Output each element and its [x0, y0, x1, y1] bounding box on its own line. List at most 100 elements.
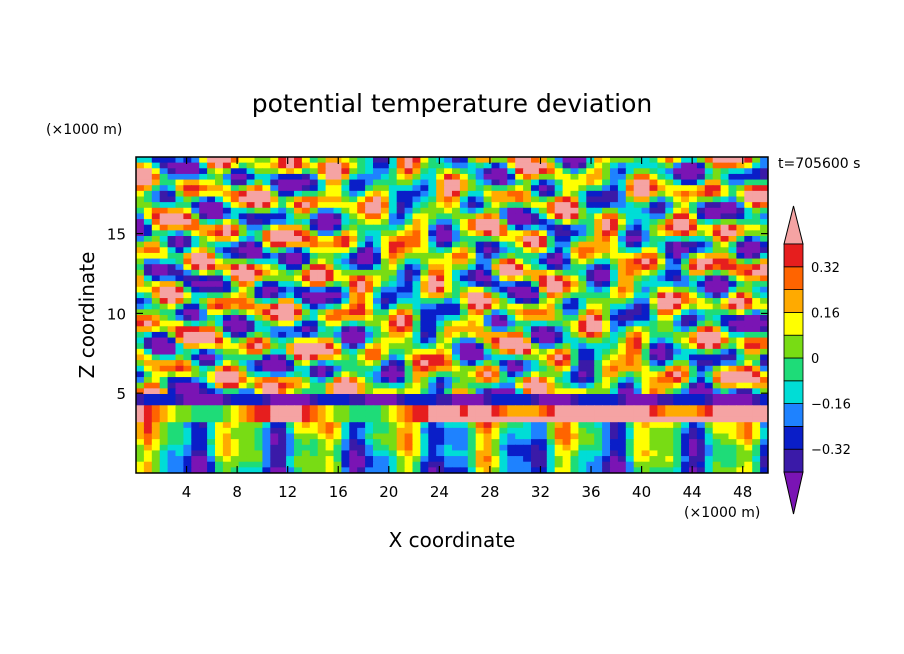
- field-cell: [396, 190, 406, 198]
- field-cell: [380, 365, 390, 373]
- field-cell: [444, 275, 453, 282]
- field-cell: [191, 179, 200, 186]
- field-cell: [570, 456, 579, 463]
- field-cell: [349, 241, 358, 248]
- field-cell: [349, 236, 358, 243]
- field-cell: [538, 298, 548, 305]
- field-cell: [483, 173, 493, 181]
- field-cell: [657, 236, 666, 243]
- field-cell: [499, 224, 508, 231]
- field-cell: [617, 219, 627, 226]
- field-cell: [617, 456, 627, 463]
- field-cell: [365, 337, 374, 344]
- field-cell: [349, 377, 358, 384]
- field-cell: [412, 444, 421, 452]
- field-cell: [467, 416, 477, 423]
- field-cell: [578, 326, 587, 333]
- field-cell: [199, 405, 208, 412]
- field-cell: [365, 236, 374, 243]
- field-cell: [696, 173, 706, 181]
- field-cell: [736, 258, 745, 265]
- field-cell: [404, 196, 414, 203]
- field-cell: [523, 399, 532, 406]
- field-cell: [309, 185, 319, 192]
- field-cell: [625, 236, 635, 243]
- field-cell: [507, 157, 516, 164]
- field-cell: [357, 202, 366, 209]
- field-cell: [341, 162, 350, 169]
- field-cell: [199, 252, 208, 260]
- field-cell: [270, 168, 279, 175]
- field-cell: [349, 371, 358, 378]
- field-cell: [673, 264, 682, 271]
- field-cell: [467, 320, 477, 327]
- field-cell: [570, 360, 579, 367]
- field-cell: [222, 467, 232, 473]
- field-cell: [523, 236, 532, 243]
- field-cell: [554, 427, 564, 435]
- field-cell: [167, 230, 177, 237]
- field-cell: [602, 365, 611, 373]
- field-cell: [752, 162, 761, 169]
- field-cell: [420, 264, 429, 271]
- field-cell: [602, 354, 611, 361]
- field-cell: [578, 241, 587, 248]
- field-cell: [562, 241, 572, 248]
- field-cell: [499, 281, 508, 288]
- field-cell: [625, 388, 635, 395]
- field-cell: [207, 157, 216, 164]
- field-cell: [515, 258, 524, 265]
- field-cell: [459, 433, 469, 440]
- field-cell: [286, 224, 295, 231]
- field-cell: [578, 292, 587, 299]
- field-cell: [689, 360, 698, 367]
- field-cell: [151, 196, 161, 203]
- field-cell: [641, 269, 651, 277]
- field-cell: [151, 286, 161, 294]
- field-cell: [325, 337, 335, 344]
- field-cell: [143, 230, 153, 237]
- field-cell: [183, 190, 192, 198]
- field-cell: [704, 247, 714, 254]
- field-cell: [286, 377, 295, 384]
- field-cell: [286, 399, 295, 406]
- field-cell: [641, 348, 651, 356]
- field-cell: [554, 399, 564, 406]
- field-cell: [404, 405, 414, 412]
- field-cell: [207, 179, 216, 186]
- field-cell: [475, 241, 485, 248]
- colorbar-band: [783, 357, 804, 382]
- field-cell: [617, 382, 627, 389]
- field-cell: [373, 275, 382, 282]
- field-cell: [752, 427, 761, 435]
- field-cell: [404, 247, 414, 254]
- field-cell: [570, 207, 579, 215]
- field-cell: [380, 275, 390, 282]
- field-cell: [301, 348, 311, 356]
- field-cell: [633, 433, 643, 440]
- field-cell: [531, 461, 540, 468]
- field-cell: [459, 292, 469, 299]
- field-cell: [554, 388, 564, 395]
- field-cell: [673, 252, 682, 260]
- field-cell: [325, 236, 335, 243]
- field-cell: [673, 343, 682, 350]
- field-cell: [483, 219, 493, 226]
- field-cell: [515, 281, 524, 288]
- field-cell: [159, 185, 169, 192]
- field-cell: [673, 247, 682, 254]
- field-cell: [483, 410, 493, 418]
- field-cell: [341, 298, 350, 305]
- field-cell: [183, 399, 192, 406]
- field-cell: [388, 315, 398, 322]
- field-cell: [704, 365, 714, 373]
- field-cell: [760, 202, 768, 209]
- field-cell: [728, 416, 737, 423]
- field-cell: [396, 202, 406, 209]
- field-cell: [586, 354, 595, 361]
- field-cell: [633, 202, 643, 209]
- field-cell: [388, 444, 398, 452]
- field-cell: [286, 196, 295, 203]
- field-cell: [728, 173, 737, 181]
- field-cell: [704, 382, 714, 389]
